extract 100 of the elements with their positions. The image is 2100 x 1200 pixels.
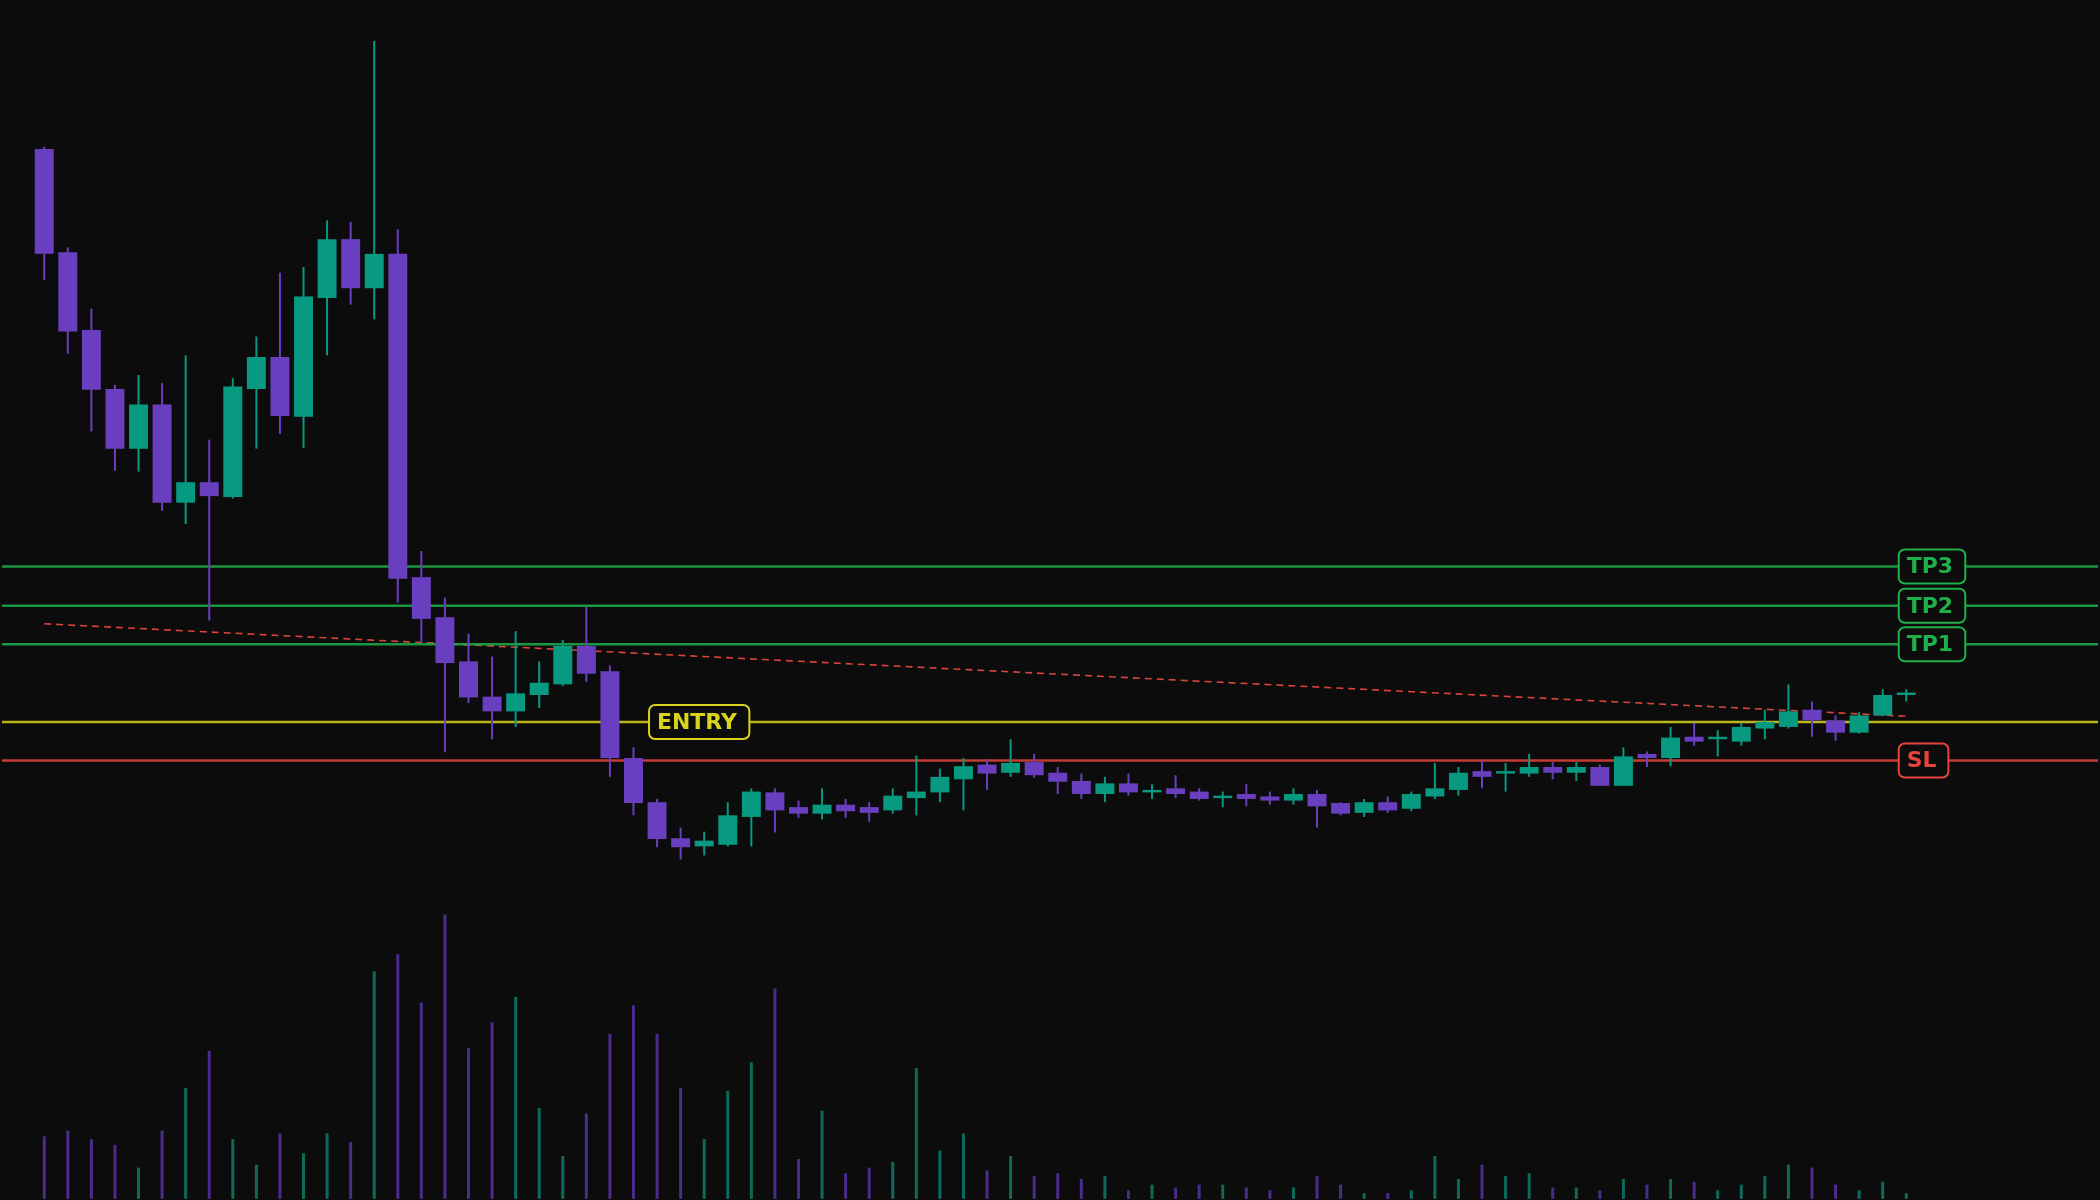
bar <box>1739 1184 1743 1199</box>
bar <box>490 1022 494 1199</box>
candlestick <box>1166 774 1186 800</box>
bar <box>1669 1178 1673 1199</box>
bar <box>1456 1178 1460 1199</box>
bar <box>537 1107 541 1199</box>
bar <box>443 914 447 1199</box>
bar <box>302 1153 305 1199</box>
bar <box>726 1090 730 1199</box>
bar <box>514 996 518 1199</box>
candlestick <box>1095 775 1115 804</box>
bar <box>184 1087 188 1199</box>
bar <box>1103 1176 1107 1199</box>
candlestick <box>1826 714 1846 742</box>
bar <box>1857 1190 1861 1199</box>
candlestick <box>1118 772 1138 797</box>
candlestick <box>671 826 691 861</box>
bar <box>113 1144 117 1199</box>
bar <box>1551 1187 1555 1199</box>
bar <box>749 1062 753 1199</box>
bar <box>396 954 400 1199</box>
bar <box>349 1141 353 1199</box>
bar <box>938 1150 942 1199</box>
candlestick <box>199 438 219 622</box>
candlestick <box>1472 759 1492 790</box>
bar <box>891 1161 895 1199</box>
bar <box>1692 1181 1696 1199</box>
candlestick <box>1425 761 1445 800</box>
candlestick <box>1731 721 1751 747</box>
candlestick <box>812 787 832 821</box>
bar <box>42 1136 46 1199</box>
bar <box>608 1033 612 1199</box>
bar <box>1221 1184 1225 1199</box>
bar <box>631 1005 635 1199</box>
bar <box>1244 1187 1248 1199</box>
bar <box>231 1139 235 1199</box>
bar <box>1009 1156 1013 1199</box>
bar <box>985 1170 989 1199</box>
candlestick <box>1519 752 1539 778</box>
bar <box>89 1139 93 1199</box>
candlestick <box>1307 788 1327 829</box>
candlestick <box>1661 725 1681 768</box>
candlestick <box>1755 708 1775 741</box>
bar <box>1716 1190 1720 1199</box>
bar <box>584 1113 588 1199</box>
bar <box>702 1139 706 1199</box>
ref-line-label: ENTRY <box>656 708 738 734</box>
candlestick <box>506 630 526 728</box>
bar <box>655 1033 659 1199</box>
bar <box>1480 1164 1484 1199</box>
bar <box>796 1159 800 1199</box>
bar <box>66 1130 70 1199</box>
bar <box>820 1110 824 1199</box>
candlestick <box>1448 766 1468 797</box>
candlestick <box>883 787 903 815</box>
bar <box>325 1133 329 1199</box>
bar <box>1904 1193 1908 1199</box>
bar <box>278 1133 282 1199</box>
bar <box>160 1130 164 1199</box>
bar <box>1786 1164 1790 1199</box>
bar <box>1433 1156 1437 1199</box>
bar <box>1810 1167 1814 1199</box>
candlestick <box>176 354 196 525</box>
candlestick <box>1071 772 1091 800</box>
bar <box>1409 1190 1413 1199</box>
bar <box>1598 1190 1602 1199</box>
bar <box>1834 1184 1838 1199</box>
bar <box>1621 1178 1625 1199</box>
candlestick <box>1401 790 1421 813</box>
candlestick <box>1001 738 1021 778</box>
candlestick <box>1354 797 1374 818</box>
bar <box>1291 1187 1295 1199</box>
bar <box>561 1156 565 1199</box>
bar <box>1150 1184 1154 1199</box>
bar <box>419 1002 423 1199</box>
bar <box>1881 1181 1885 1199</box>
bar <box>1315 1176 1319 1199</box>
candlestick <box>364 40 384 321</box>
candlestick <box>1590 763 1610 787</box>
bar <box>254 1164 258 1199</box>
bar <box>1174 1187 1178 1199</box>
candlestick <box>906 754 926 817</box>
bar <box>1126 1190 1130 1199</box>
candlestick <box>930 767 950 804</box>
candlestick <box>836 797 856 819</box>
bar <box>467 1048 470 1199</box>
candlestick <box>482 655 502 741</box>
bar <box>372 971 376 1199</box>
candlestick <box>859 801 879 823</box>
candlestick <box>1873 688 1893 718</box>
candlestick <box>1024 752 1044 779</box>
candlestick <box>765 787 785 834</box>
bar <box>137 1167 141 1199</box>
bar <box>961 1133 965 1199</box>
ref-line-label: TP3 <box>1906 553 1953 579</box>
candlestick <box>1566 761 1586 782</box>
bar <box>1386 1193 1390 1199</box>
bar <box>1197 1184 1201 1199</box>
bar <box>1056 1173 1060 1199</box>
candlestick <box>1496 761 1516 793</box>
